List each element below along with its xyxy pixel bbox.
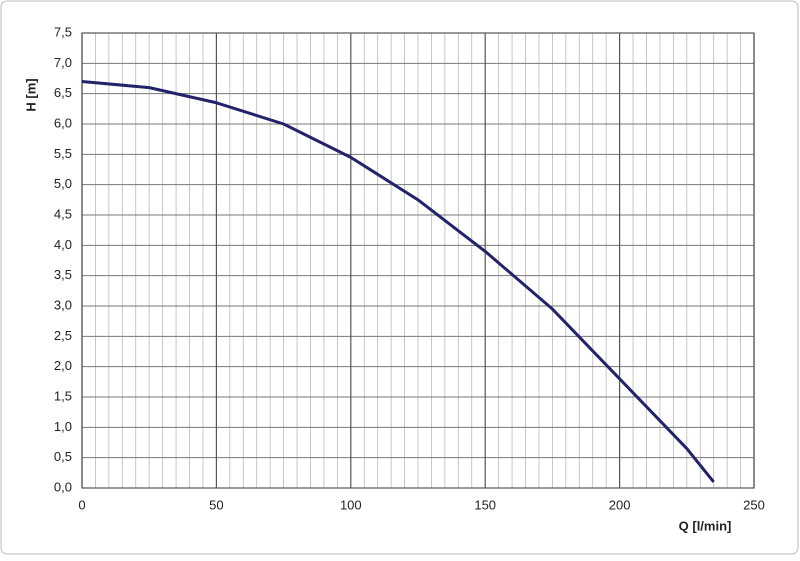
y-tick-label: 7,5: [54, 24, 72, 39]
y-tick-label: 5,0: [54, 176, 72, 191]
y-tick-label: 1,5: [54, 388, 72, 403]
x-tick-label: 250: [743, 497, 765, 512]
y-tick-label: 1,0: [54, 419, 72, 434]
y-tick-label: 0,0: [54, 479, 72, 494]
data-line: [81, 80, 715, 483]
x-tick-label: 100: [340, 497, 362, 512]
y-tick-label: 3,0: [54, 297, 72, 312]
plot-border: [81, 32, 755, 489]
y-tick-label: 6,0: [54, 115, 72, 130]
y-tick-label: 7,0: [54, 55, 72, 70]
y-tick-label: 4,0: [54, 237, 72, 252]
y-tick-label: 2,0: [54, 358, 72, 373]
y-tick-label: 0,5: [54, 449, 72, 464]
y-tick-label: 4,5: [54, 206, 72, 221]
y-tick-label: 3,5: [54, 267, 72, 282]
y-tick-label: 2,5: [54, 328, 72, 343]
x-axis-label: Q [l/min]: [679, 518, 732, 533]
y-axis-label: H [m]: [23, 78, 38, 111]
y-tick-label: 5,5: [54, 146, 72, 161]
x-tick-label: 50: [209, 497, 223, 512]
x-tick-label: 200: [609, 497, 631, 512]
y-tick-label: 6,5: [54, 85, 72, 100]
x-tick-label: 150: [474, 497, 496, 512]
x-tick-label: 0: [78, 497, 85, 512]
